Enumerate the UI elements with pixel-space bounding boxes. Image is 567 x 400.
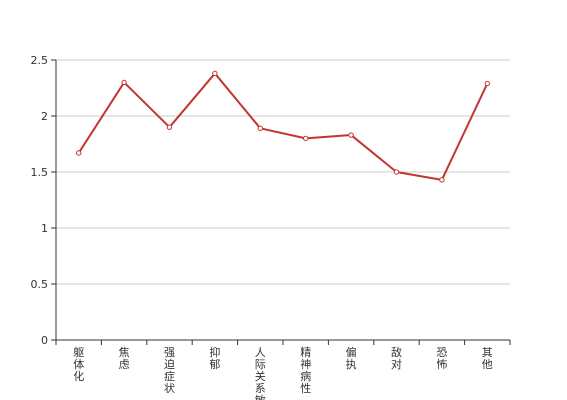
x-category-label: 焦虑 [119, 346, 130, 371]
data-point[interactable] [121, 79, 127, 86]
x-category-label: 抑郁 [209, 345, 220, 371]
x-category-label: 精神病性 [300, 346, 311, 395]
data-point[interactable] [439, 177, 445, 183]
x-category-label: 人际关系敏感 [255, 346, 266, 400]
data-point[interactable] [166, 124, 173, 130]
y-tick-label: 2.5 [31, 54, 49, 67]
series-line-path [77, 72, 489, 181]
x-category-label: 恐怖 [436, 346, 447, 371]
y-tick-label: 0.5 [31, 278, 49, 291]
series-line [77, 72, 489, 181]
data-points [76, 70, 490, 183]
x-axis: 躯体化 焦虑 强迫症状 抑郁 人际关系敏感 精神病性 偏执 敌对 恐怖 其他 [55, 339, 511, 400]
data-point[interactable] [76, 150, 82, 156]
y-axis: 0 0.5 1 1.5 2 2.5 [31, 54, 57, 347]
data-point[interactable] [212, 70, 218, 77]
x-category-label: 强迫症状 [164, 346, 175, 395]
y-tick-label: 1.5 [31, 166, 49, 179]
grid-lines [56, 59, 510, 341]
data-point[interactable] [484, 80, 490, 87]
data-point[interactable] [303, 135, 309, 142]
x-category-label: 偏执 [346, 345, 357, 371]
x-category-label: 其他 [482, 346, 493, 371]
x-category-label: 敌对 [391, 345, 402, 371]
data-point[interactable] [257, 125, 263, 132]
x-category-label: 躯体化 [73, 346, 84, 383]
data-point[interactable] [348, 132, 354, 138]
y-tick-label: 1 [41, 222, 48, 235]
y-tick-label: 2 [41, 110, 48, 123]
y-tick-label: 0 [41, 334, 48, 347]
data-point[interactable] [393, 169, 400, 175]
